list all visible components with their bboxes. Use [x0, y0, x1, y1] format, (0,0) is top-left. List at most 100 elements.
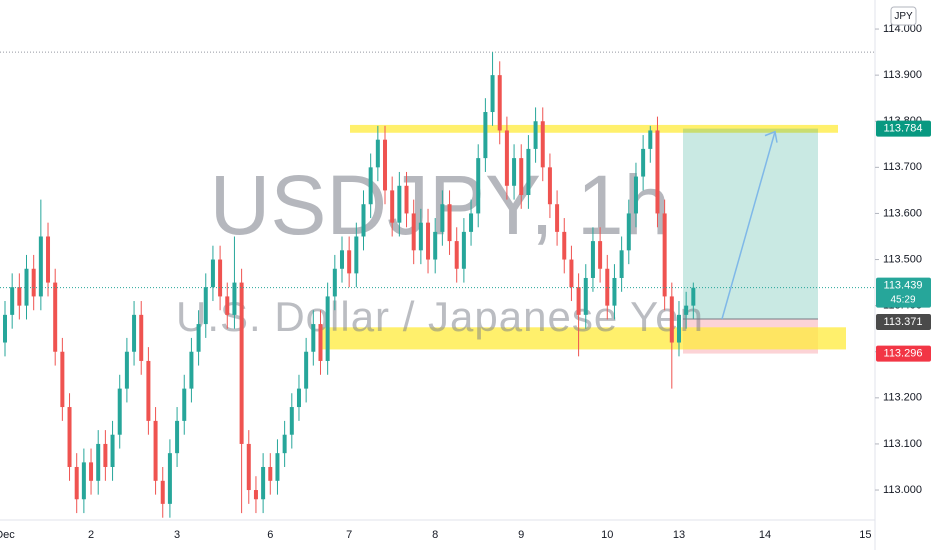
y-tick-label: 113.900 [883, 69, 922, 81]
candle-body [175, 420, 180, 454]
candle-body [81, 462, 86, 500]
candle-body [497, 75, 502, 131]
candle-body [210, 259, 215, 288]
stop-badge [876, 345, 931, 362]
candle-body [426, 222, 431, 260]
candle-body [533, 121, 538, 149]
candle-body [189, 351, 194, 389]
candle-body [261, 466, 266, 500]
currency-badge[interactable] [890, 6, 917, 26]
candle-body [46, 236, 51, 283]
y-tick-label: 113.000 [883, 484, 922, 496]
candle-body [404, 185, 409, 214]
candle-body [383, 139, 388, 191]
candle-body [540, 121, 545, 168]
candle-body [519, 158, 524, 195]
candle-body [641, 148, 646, 177]
candle-body [605, 268, 610, 306]
candle-body [139, 314, 144, 361]
candle-body [526, 148, 531, 195]
y-tick-label: 113.200 [883, 392, 922, 404]
y-tick-label: 114.000 [883, 23, 922, 35]
candle-body [289, 407, 294, 435]
x-tick-label: 9 [518, 529, 524, 541]
candle-body [74, 466, 79, 500]
candle-body [469, 213, 474, 232]
candle-body [110, 434, 115, 467]
x-tick-label: 14 [759, 529, 771, 541]
candle-body [3, 314, 7, 343]
candle-body [633, 176, 638, 214]
candle-body [669, 296, 674, 343]
candle-body [89, 462, 94, 481]
candle-body [53, 282, 58, 352]
candle-body [24, 268, 29, 306]
overlay [0, 130, 875, 320]
price-axis: 113.000113.100113.200113.300113.400113.5… [0, 23, 931, 541]
candle-body [246, 443, 251, 491]
resistance-zone [350, 124, 838, 133]
candle-body [547, 167, 552, 205]
candle-body [304, 351, 309, 389]
projection-arrowhead [764, 130, 778, 143]
candle-body [397, 185, 402, 223]
y-tick-label: 113.100 [883, 438, 922, 450]
candle-body [490, 75, 495, 113]
candle-body [512, 158, 517, 186]
candle-body [504, 130, 509, 186]
candle-body [282, 434, 287, 454]
candle-body [325, 296, 330, 361]
candle-body [433, 231, 438, 260]
candles [3, 52, 696, 518]
target-badge [876, 120, 931, 137]
entry-label: 113.371 [884, 316, 923, 328]
x-tick-label: 10 [601, 529, 613, 541]
candle-body [17, 287, 22, 306]
candle-body [562, 231, 567, 260]
candle-body [132, 314, 137, 352]
candle-body [31, 268, 36, 297]
last-price-label: 113.439 [884, 280, 923, 292]
candle-body [124, 351, 129, 389]
candle-body [253, 490, 258, 500]
candle-body [311, 324, 316, 352]
candle-body [555, 204, 560, 232]
candle-body [196, 324, 201, 352]
candle-body [440, 204, 445, 232]
x-tick-label: 15 [859, 529, 871, 541]
candle-body [203, 287, 208, 325]
candle-body [268, 466, 273, 481]
support-zone [322, 327, 846, 350]
x-tick-label: 13 [673, 529, 685, 541]
candle-body [347, 250, 352, 274]
candle-body [153, 420, 158, 481]
watermark-description: U.S. Dollar / Japanese Yen [176, 293, 704, 340]
x-tick-label: 3 [174, 529, 180, 541]
candle-body [619, 250, 624, 278]
x-tick-label: 6 [267, 529, 273, 541]
candle-body [569, 259, 574, 288]
candle-body [332, 268, 337, 297]
candle-body [375, 139, 380, 168]
candle-body [626, 213, 631, 251]
candle-body [117, 388, 122, 435]
currency-label: JPY [894, 11, 913, 22]
countdown-label: 45:29 [890, 294, 915, 305]
candle-body [60, 351, 65, 408]
candle-body [146, 360, 151, 421]
candle-body [368, 167, 373, 205]
candle-body [576, 287, 581, 315]
target-label: 113.784 [884, 123, 923, 135]
candle-body [454, 241, 459, 269]
candle-body [361, 204, 366, 237]
y-tick-label: 113.700 [883, 161, 922, 173]
candle-body [339, 250, 344, 269]
candle-body [612, 277, 617, 306]
candle-body [103, 443, 108, 467]
candle-body [96, 443, 101, 481]
candle-body [483, 112, 488, 159]
candle-body [182, 388, 187, 421]
candle-body [583, 277, 588, 315]
y-tick-label: 113.500 [883, 253, 922, 265]
candle-body [648, 130, 653, 149]
